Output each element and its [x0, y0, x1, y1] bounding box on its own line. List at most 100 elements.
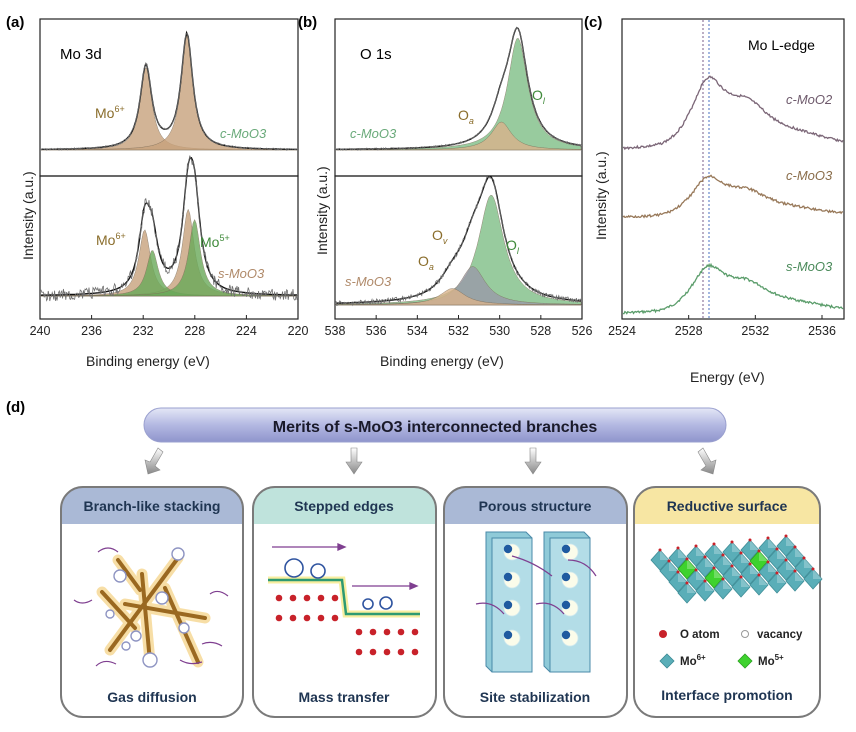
- octahedron-shade-31: [813, 569, 822, 579]
- octahedron-o-3: [712, 542, 716, 546]
- card-1-header: [61, 487, 243, 524]
- octahedron-shade-12: [741, 553, 750, 563]
- legend-mo6-icon: [659, 653, 675, 669]
- label-oa-bottom: Oa: [418, 253, 434, 272]
- banner-title: Merits of s-MoO3 interconnected branches: [273, 419, 598, 436]
- card-4-header: [634, 487, 820, 524]
- a-bot-peak-3: [40, 218, 298, 297]
- step-bubble-2: [310, 563, 326, 579]
- b-bot-peak-2: [335, 288, 582, 306]
- octahedron-27: [731, 576, 751, 598]
- step-bubbles: [284, 558, 393, 610]
- octahedron-2: [686, 545, 706, 567]
- step-atom-lower-0-0: [355, 628, 363, 636]
- label-c-moo2: c-MoO2: [786, 92, 833, 107]
- b-tick-label-5: 528: [530, 324, 551, 338]
- label-mo6-top-base: Mo: [95, 105, 115, 121]
- octahedron-o-18: [712, 566, 716, 570]
- octahedron-24: [677, 582, 697, 604]
- octahedron-shade-8: [669, 561, 678, 571]
- octahedron-shade-3: [714, 544, 723, 554]
- step-atom-upper-1-0: [275, 614, 283, 622]
- octahedron-shade-15: [795, 547, 804, 557]
- octahedron-shade-5: [750, 540, 759, 550]
- card-2-footer: Mass transfer: [298, 689, 390, 705]
- panel-label-d: (d): [6, 399, 25, 416]
- octahedron-22: [776, 559, 796, 581]
- panel-b-bottom-plot: [335, 175, 582, 307]
- octahedron-o-15: [793, 545, 797, 549]
- label-oa-top: Oa: [458, 107, 474, 126]
- panel-a-x-ticks: 240 236 232 228 224 220: [30, 315, 308, 338]
- gas-bubbles: [105, 547, 190, 668]
- step-bubble-1: [284, 558, 304, 578]
- panel-a-xlabel: Binding energy (eV): [86, 353, 210, 369]
- octahedron-o-4: [730, 540, 734, 544]
- a-tick-label-1: 236: [81, 324, 102, 338]
- octahedron-shade-16: [678, 572, 687, 582]
- branch-3: [100, 590, 137, 630]
- label-ov-sub: v: [443, 236, 448, 246]
- octahedron-o-26: [721, 577, 725, 581]
- spectrum-s-moo3: [623, 262, 844, 315]
- octahedron-11: [713, 554, 733, 576]
- label-ol-bottom: Ol: [506, 237, 520, 256]
- bubble-7: [178, 622, 190, 634]
- c-tick-label-3: 2536: [808, 324, 836, 338]
- pore-molecule-0-2: [503, 600, 513, 610]
- panel-c: 2524 2528 2532 2536 Mo L-edge c-MoO2 c-MoO3…: [593, 18, 845, 385]
- octahedron-23: [794, 557, 814, 579]
- pore-arrows: [475, 555, 597, 615]
- octahedron-o-16: [676, 570, 680, 574]
- label-oa-top-sub: a: [469, 116, 474, 126]
- legend-o-atom: O atom: [680, 629, 720, 641]
- step-atom-upper-0-4: [331, 594, 339, 602]
- step-atom-upper-1-2: [303, 614, 311, 622]
- octahedron-o-23: [802, 556, 806, 560]
- octahedron-o-2: [694, 544, 698, 548]
- c-tick-label-0: 2524: [608, 324, 636, 338]
- panel-b-xlabel: Binding energy (eV): [380, 353, 504, 369]
- label-c-moo3-a: c-MoO3: [220, 126, 267, 141]
- a-tick-label-2: 232: [133, 324, 154, 338]
- panel-a-ylabel: Intensity (a.u.): [20, 171, 36, 260]
- octahedron-o-14: [775, 547, 779, 551]
- octahedron-7: [776, 535, 796, 557]
- panel-b-top-frame: [334, 18, 583, 177]
- pore-molecule-1-0: [561, 544, 571, 554]
- octahedron-shade-2: [696, 546, 705, 556]
- arrow-down-icon-2: [524, 447, 542, 475]
- octahedron-8: [659, 560, 679, 582]
- octahedron-o-10: [703, 555, 707, 559]
- legend-mo6-base: Mo: [680, 656, 697, 668]
- b-bot-peak-1: [335, 266, 582, 306]
- arrow-down-right-icon: [697, 447, 717, 475]
- label-s-moo3-c: s-MoO3: [786, 259, 833, 274]
- label-ol-bottom-base: O: [506, 237, 517, 253]
- octahedron-o-12: [739, 551, 743, 555]
- bubble-4: [105, 609, 115, 619]
- step-atom-upper-0-2: [303, 594, 311, 602]
- octahedron-shade-19: [732, 566, 741, 576]
- octahedron-shade-27: [741, 577, 750, 587]
- panel-a-top-frame: [39, 18, 299, 177]
- a-tick-label-3: 228: [184, 324, 205, 338]
- octahedron-o-13: [757, 549, 761, 553]
- octahedron-shade-9: [687, 559, 696, 569]
- branch-2: [123, 602, 207, 620]
- octahedron-o-19: [730, 564, 734, 568]
- octahedron-25: [695, 580, 715, 602]
- octahedron-shade-11: [723, 555, 732, 565]
- panel-c-frame: [621, 18, 845, 320]
- branch-6: [116, 558, 142, 592]
- step-atoms: [275, 594, 419, 656]
- octahedron-o-0: [658, 548, 662, 552]
- octahedron-shade-14: [777, 549, 786, 559]
- label-ol-top-sub: l: [543, 96, 546, 106]
- octahedron-shade-0: [660, 550, 669, 560]
- step-atom-lower-1-4: [411, 648, 419, 656]
- octahedra-lattice: [650, 534, 823, 604]
- octahedron-o-17: [694, 568, 698, 572]
- octahedron-o-20: [748, 562, 752, 566]
- octahedron-shade-21: [768, 562, 777, 572]
